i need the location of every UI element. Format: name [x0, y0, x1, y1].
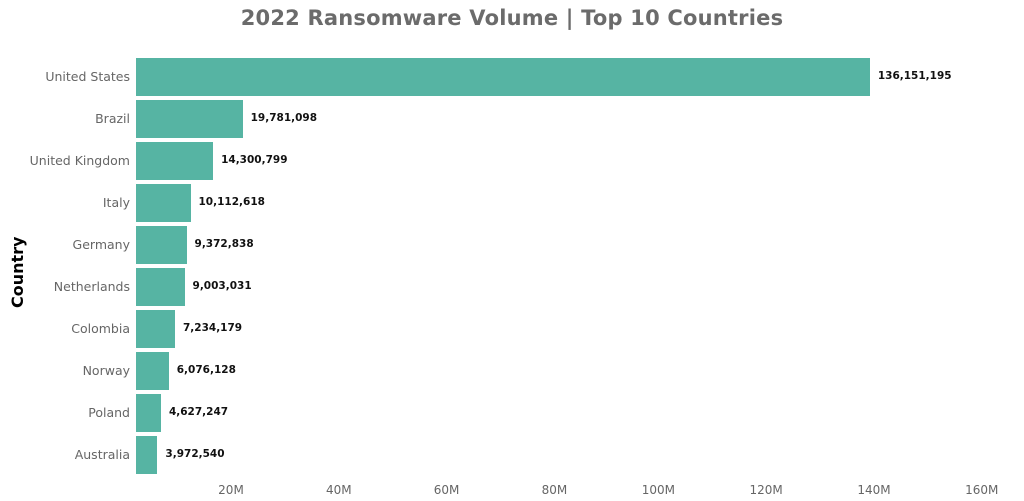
- data-label: 7,234,179: [182, 322, 243, 334]
- category-label: Australia: [74, 447, 130, 462]
- data-label: 19,781,098: [250, 112, 318, 124]
- category-label: United States: [45, 69, 130, 84]
- bar[interactable]: [136, 394, 161, 432]
- chart-title: 2022 Ransomware Volume | Top 10 Countrie…: [240, 6, 784, 30]
- bar[interactable]: [136, 268, 185, 306]
- x-tick-label: 40M: [325, 483, 352, 497]
- bar[interactable]: [136, 310, 175, 348]
- x-tick-label: 80M: [541, 483, 568, 497]
- bar[interactable]: [136, 226, 187, 264]
- bar[interactable]: [136, 58, 870, 96]
- bar[interactable]: [136, 436, 158, 474]
- data-label: 9,003,031: [192, 280, 252, 292]
- category-label: United Kingdom: [29, 153, 130, 168]
- x-tick-label: 160M: [965, 483, 999, 497]
- category-label: Germany: [72, 237, 130, 252]
- data-label: 4,627,247: [168, 406, 229, 418]
- plot-area: United States 136,151,195 Brazil 19,781,098…: [30, 58, 1024, 478]
- category-label: Brazil: [95, 111, 130, 126]
- category-label: Norway: [82, 363, 130, 378]
- x-tick-label: 140M: [857, 483, 891, 497]
- data-label: 3,972,540: [165, 448, 225, 460]
- category-label: Colombia: [71, 321, 130, 336]
- bar[interactable]: [136, 100, 243, 138]
- bar[interactable]: [136, 184, 191, 222]
- category-label: Netherlands: [53, 279, 130, 294]
- x-tick-label: 120M: [749, 483, 783, 497]
- bar[interactable]: [136, 352, 169, 390]
- data-label: 6,076,128: [176, 364, 236, 376]
- category-label: Poland: [88, 405, 130, 420]
- data-label: 9,372,838: [194, 238, 254, 250]
- data-label: 136,151,195: [877, 70, 952, 82]
- x-tick-label: 60M: [433, 483, 460, 497]
- category-label: Italy: [102, 195, 130, 210]
- bar[interactable]: [136, 142, 214, 180]
- x-tick-label: 20M: [218, 483, 244, 497]
- x-tick-label: 100M: [641, 483, 675, 497]
- data-label: 10,112,618: [198, 196, 265, 208]
- data-label: 14,300,799: [221, 154, 288, 166]
